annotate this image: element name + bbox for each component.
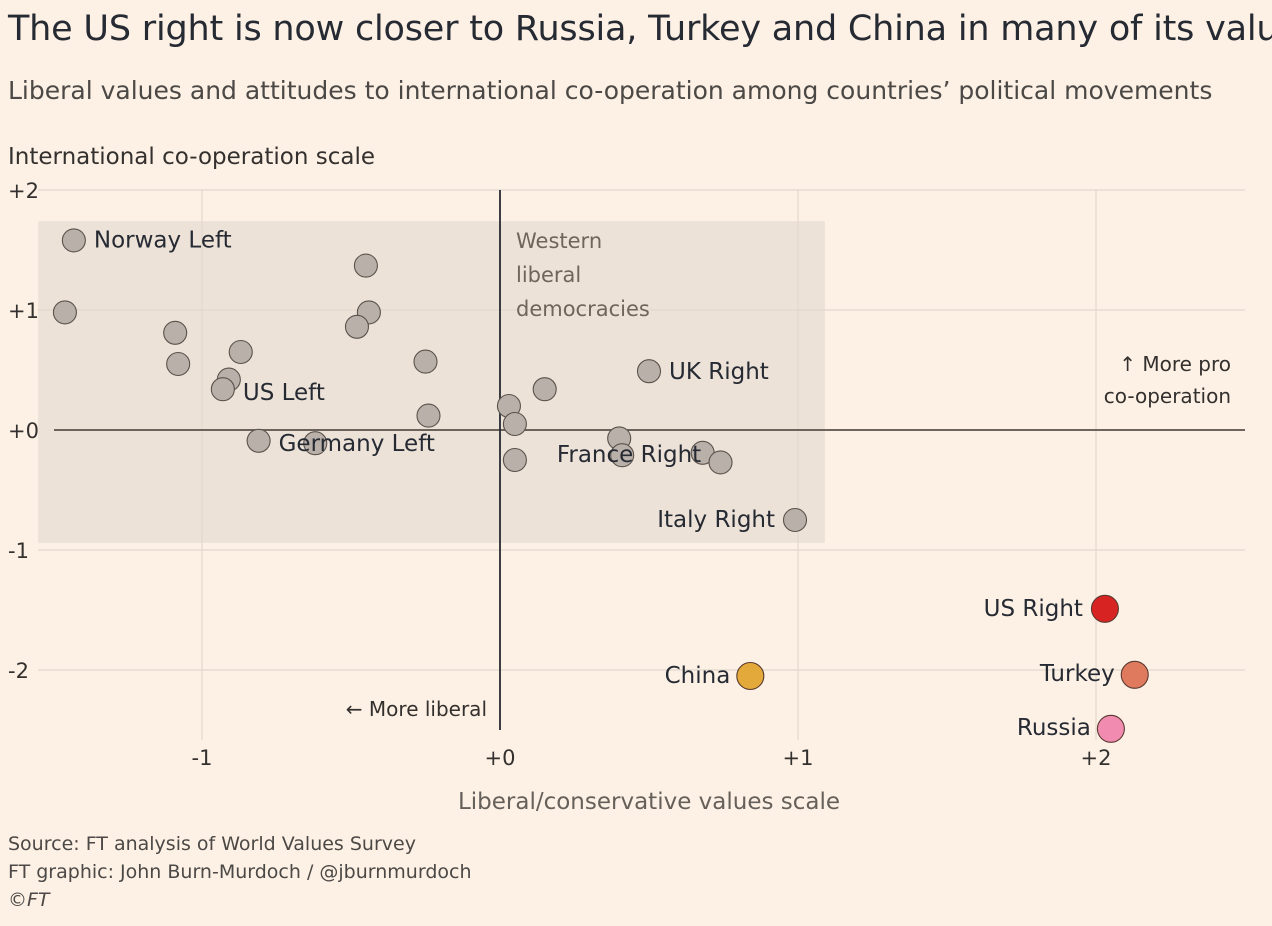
grid bbox=[38, 189, 1245, 740]
data-point bbox=[166, 351, 191, 377]
chart-title: The US right is now closer to Russia, Tu… bbox=[8, 9, 1272, 49]
region-label: Western liberal democracies bbox=[516, 229, 650, 321]
graphic-credit: FT graphic: John Burn-Murdoch / @jburnmu… bbox=[8, 861, 472, 883]
point-label: UK Right bbox=[669, 359, 769, 385]
data-point bbox=[1120, 660, 1149, 689]
y-tick-label: +0 bbox=[8, 419, 39, 443]
x-tick-labels: -1 +0 +1 +2 bbox=[192, 746, 1112, 770]
data-point bbox=[344, 314, 370, 339]
data-point bbox=[52, 300, 77, 325]
data-points bbox=[52, 228, 1149, 743]
point-labels: Norway Left US Left Germany Left France Rig… bbox=[94, 227, 1115, 740]
x-tick-label: +0 bbox=[485, 746, 516, 770]
point-label: Turkey bbox=[1039, 661, 1115, 687]
data-point bbox=[303, 431, 328, 456]
y-tick-labels: +2 +1 +0 -1 -2 bbox=[8, 179, 39, 683]
data-point bbox=[1096, 714, 1125, 743]
region-label-line: Western bbox=[516, 229, 602, 253]
data-point bbox=[782, 507, 808, 533]
x-axis-title: Liberal/conservative values scale bbox=[458, 789, 840, 815]
axis-lines bbox=[54, 190, 1245, 730]
y-axis-title: International co-operation scale bbox=[8, 144, 375, 170]
data-point bbox=[636, 359, 662, 384]
data-point bbox=[416, 403, 441, 428]
region-label-line: liberal bbox=[516, 263, 581, 287]
y-tick-label: -1 bbox=[8, 539, 29, 563]
data-point bbox=[610, 443, 635, 468]
data-point bbox=[532, 377, 557, 402]
more-liberal-annotation: ← More liberal bbox=[346, 697, 487, 721]
point-label: Italy Right bbox=[657, 507, 775, 533]
x-tick-label: +1 bbox=[783, 746, 814, 770]
y-tick-label: -2 bbox=[8, 659, 29, 683]
data-point bbox=[736, 661, 765, 691]
point-label: Russia bbox=[1017, 715, 1091, 741]
y-tick-label: +2 bbox=[8, 179, 39, 203]
data-point bbox=[210, 377, 235, 402]
data-point bbox=[163, 320, 188, 345]
region-label-line: democracies bbox=[516, 297, 650, 321]
western-democracies-region bbox=[38, 221, 825, 543]
data-point bbox=[413, 349, 438, 374]
data-point bbox=[502, 447, 527, 473]
point-label: China bbox=[665, 663, 731, 689]
point-label: Norway Left bbox=[94, 227, 232, 253]
data-point bbox=[708, 450, 733, 475]
data-point bbox=[1090, 594, 1119, 623]
y-tick-label: +1 bbox=[8, 299, 39, 323]
copyright: ©FT bbox=[8, 889, 50, 911]
data-point bbox=[502, 411, 527, 437]
data-point bbox=[228, 339, 253, 365]
x-tick-label: -1 bbox=[192, 746, 213, 770]
annotations: ← More liberal ↑ More pro co-operation bbox=[346, 352, 1231, 721]
x-tick-label: +2 bbox=[1081, 746, 1112, 770]
point-label: Germany Left bbox=[279, 431, 435, 457]
more-cooperation-annotation: co-operation bbox=[1104, 384, 1231, 408]
chart-subtitle: Liberal values and attitudes to internat… bbox=[8, 76, 1213, 105]
data-point bbox=[353, 253, 378, 278]
point-label: France Right bbox=[557, 442, 701, 468]
data-point bbox=[246, 428, 271, 453]
source-note: Source: FT analysis of World Values Surv… bbox=[8, 833, 416, 855]
footer: Source: FT analysis of World Values Surv… bbox=[8, 830, 472, 914]
data-point bbox=[61, 228, 86, 253]
point-label: US Left bbox=[243, 380, 325, 406]
more-cooperation-annotation: ↑ More pro bbox=[1119, 352, 1231, 376]
point-label: US Right bbox=[984, 596, 1083, 622]
